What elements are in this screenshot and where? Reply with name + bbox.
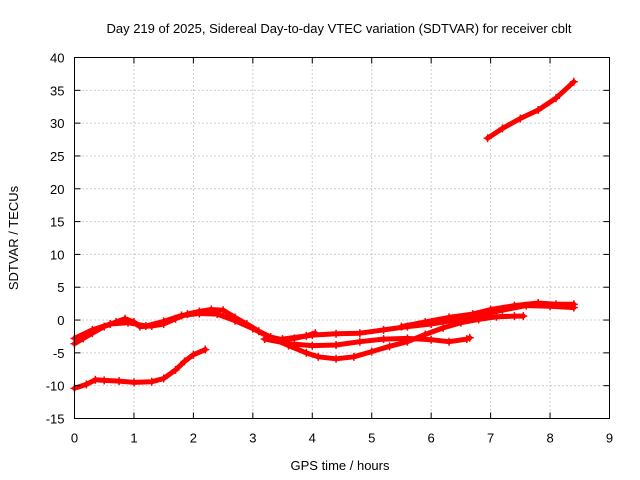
data-point bbox=[189, 350, 198, 359]
data-point bbox=[91, 375, 100, 384]
data-point bbox=[201, 345, 210, 354]
data-point bbox=[385, 342, 394, 351]
data-point bbox=[314, 352, 323, 361]
data-point bbox=[115, 377, 124, 386]
y-tick-label: 0 bbox=[57, 313, 64, 328]
data-point bbox=[403, 334, 412, 343]
series-line-track-7 bbox=[485, 79, 577, 141]
data-point bbox=[278, 335, 287, 344]
y-tick-label: 40 bbox=[50, 51, 64, 66]
data-point bbox=[379, 325, 388, 334]
data-point bbox=[379, 335, 388, 344]
data-point bbox=[519, 312, 528, 321]
data-point bbox=[260, 335, 269, 344]
axis-ticks: 0 1 2 3 4 5 6 7 8 9 -15 -10 -5 0 5 10 15 20 25 30 35 40 bbox=[46, 51, 613, 446]
data-point bbox=[332, 329, 341, 338]
data-point bbox=[332, 354, 341, 363]
y-tick-label: 20 bbox=[50, 182, 64, 197]
data-point bbox=[569, 300, 578, 309]
data-point bbox=[124, 318, 132, 327]
x-tick-label: 5 bbox=[368, 431, 375, 446]
data-point bbox=[213, 310, 222, 319]
y-tick-label: -10 bbox=[46, 379, 65, 394]
data-point bbox=[439, 323, 448, 332]
data-point bbox=[308, 331, 317, 340]
x-tick-label: 2 bbox=[190, 431, 197, 446]
data-point bbox=[349, 352, 358, 361]
data-point bbox=[302, 348, 311, 357]
x-tick-label: 3 bbox=[249, 431, 256, 446]
data-point bbox=[498, 124, 507, 133]
y-tick-label: 15 bbox=[50, 215, 64, 230]
data-point bbox=[510, 312, 519, 321]
data-point bbox=[100, 376, 109, 385]
chart-title: Day 219 of 2025, Sidereal Day-to-day VTE… bbox=[106, 21, 571, 36]
x-tick-label: 6 bbox=[428, 431, 435, 446]
x-tick-label: 9 bbox=[606, 431, 613, 446]
data-point bbox=[141, 321, 150, 330]
data-point bbox=[195, 309, 204, 318]
data-point bbox=[82, 380, 91, 389]
data-point bbox=[483, 134, 492, 143]
data-point bbox=[159, 374, 168, 383]
data-point bbox=[88, 325, 97, 334]
series-line-track-1 bbox=[72, 347, 208, 391]
data-point bbox=[147, 377, 156, 386]
data-point bbox=[534, 106, 543, 115]
data-point bbox=[159, 317, 168, 326]
y-tick-label: 25 bbox=[50, 149, 64, 164]
data-point bbox=[427, 335, 436, 344]
data-point bbox=[468, 310, 477, 319]
data-point bbox=[516, 114, 525, 123]
data-point bbox=[129, 378, 138, 387]
data-point bbox=[552, 94, 560, 103]
y-tick-label: 30 bbox=[50, 116, 64, 131]
x-tick-label: 4 bbox=[309, 431, 316, 446]
data-point bbox=[355, 337, 364, 346]
data-point bbox=[445, 313, 453, 322]
data-point bbox=[465, 333, 474, 342]
data-point bbox=[355, 329, 364, 338]
data-point bbox=[284, 339, 293, 348]
y-tick-label: 10 bbox=[50, 247, 64, 262]
data-point bbox=[308, 341, 317, 350]
x-tick-label: 0 bbox=[71, 431, 78, 446]
x-tick-label: 8 bbox=[546, 431, 553, 446]
data-point bbox=[534, 298, 543, 307]
data-point bbox=[445, 337, 453, 346]
data-point bbox=[171, 365, 180, 374]
data-point bbox=[180, 357, 189, 366]
y-tick-label: 5 bbox=[57, 280, 64, 295]
x-axis-label: GPS time / hours bbox=[291, 458, 390, 473]
y-axis-label: SDTVAR / TECUs bbox=[6, 185, 21, 290]
data-point bbox=[177, 311, 186, 320]
data-point bbox=[231, 316, 239, 325]
data-series bbox=[70, 77, 578, 393]
data-point bbox=[569, 77, 578, 86]
x-tick-label: 7 bbox=[487, 431, 494, 446]
y-tick-label: -15 bbox=[46, 412, 65, 427]
data-point bbox=[486, 305, 495, 314]
y-tick-label: -5 bbox=[53, 346, 65, 361]
data-point bbox=[421, 318, 430, 327]
plot-frame bbox=[74, 57, 610, 419]
data-point bbox=[552, 300, 560, 309]
y-tick-label: 35 bbox=[50, 83, 64, 98]
data-point bbox=[397, 322, 406, 331]
data-point bbox=[367, 347, 376, 356]
x-tick-label: 1 bbox=[130, 431, 137, 446]
data-point bbox=[248, 324, 257, 333]
data-point bbox=[510, 301, 519, 310]
data-point bbox=[219, 306, 228, 315]
data-point bbox=[106, 319, 115, 328]
data-point bbox=[332, 340, 341, 349]
data-point bbox=[492, 312, 501, 321]
